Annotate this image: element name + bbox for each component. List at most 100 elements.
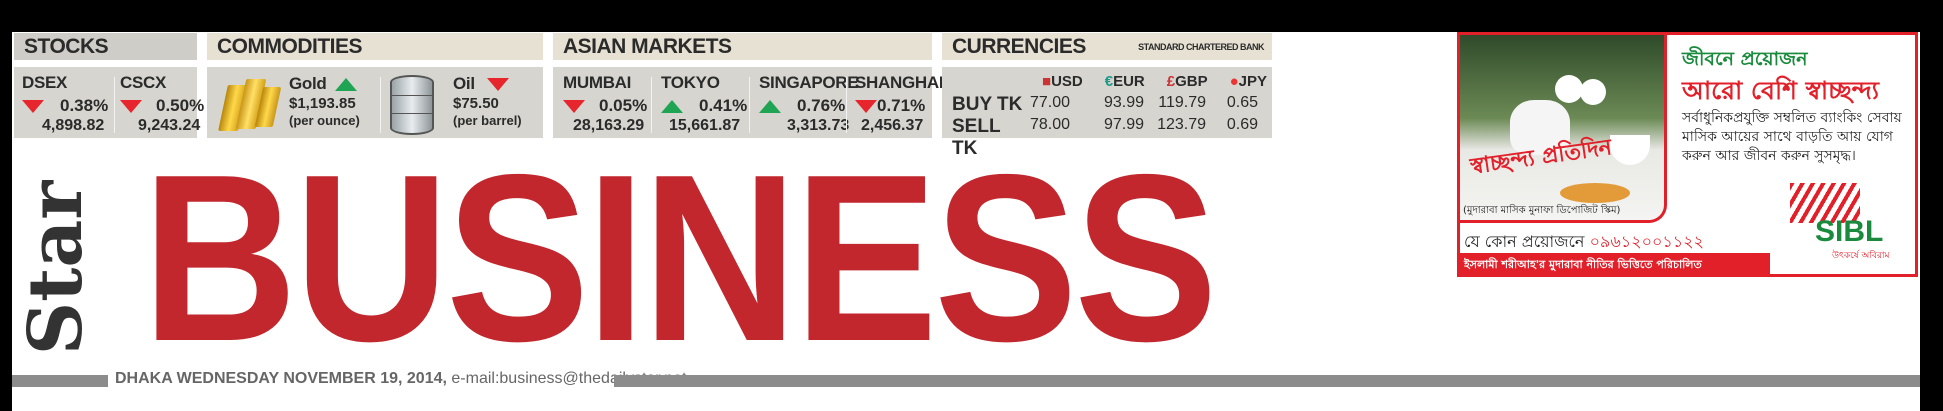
- row-label: BUY TK: [952, 94, 1023, 115]
- flower-icon: [1580, 79, 1606, 105]
- currencies-source: STANDARD CHARTERED BANK: [1138, 42, 1264, 52]
- market-value: 2,456.37: [861, 117, 924, 134]
- pastry-icon: [1560, 183, 1630, 203]
- flower-icon: [1555, 75, 1583, 103]
- currency-header-row: ■USD €EUR £GBP ●JPY: [1042, 73, 1267, 90]
- us-flag-icon: ■: [1042, 73, 1052, 90]
- stocks-title: STOCKS: [14, 33, 197, 60]
- commodity-name: Oil: [453, 74, 475, 93]
- stock-change: 0.38%: [60, 96, 109, 115]
- ad-contact: যে কোন প্রয়োজনে ০৯৬১২০০১১২২: [1464, 229, 1704, 256]
- up-arrow-icon: [334, 77, 357, 91]
- scheme-name: (মুদারাবা মাসিক মুনাফা ডিপোজিট স্কিম): [1463, 205, 1621, 216]
- currency-code: GBP: [1175, 73, 1208, 90]
- market-change: 0.41%: [699, 96, 748, 115]
- scheme-title: স্বাচ্ছন্দ্য প্রতিদিন: [1468, 135, 1614, 180]
- sibl-advertisement[interactable]: স্বাচ্ছন্দ্য প্রতিদিন (মুদারাবা মাসিক মু…: [1457, 32, 1918, 277]
- commodity-name: Gold: [289, 74, 327, 93]
- ad-body: সর্বাধুনিকপ্রযুক্তি সম্বলিত ব্যাংকিং সেব…: [1682, 109, 1902, 166]
- market-change: 0.76%: [797, 96, 846, 115]
- market-value: 3,313.73: [787, 117, 850, 134]
- gold-bars-icon: [218, 75, 282, 133]
- asian-markets-section: ASIAN MARKETS MUMBAI 0.05% 28,163.29 TOK…: [553, 33, 944, 138]
- market-change: 0.71%: [877, 96, 926, 115]
- market-name: MUMBAI: [563, 73, 632, 92]
- rate: 123.79: [1157, 116, 1206, 133]
- euro-icon: €: [1104, 73, 1114, 90]
- ad-headline-1: জীবনে প্রয়োজন: [1682, 48, 1808, 70]
- section-title: BUSINESS: [142, 126, 1218, 391]
- market-change: 0.05%: [599, 96, 648, 115]
- rate: 119.79: [1158, 94, 1206, 111]
- rate: 0.69: [1226, 116, 1258, 133]
- rate: 78.00: [1030, 116, 1071, 133]
- row-label: SELL TK: [952, 116, 1001, 159]
- asian-markets-title: ASIAN MARKETS: [553, 33, 932, 60]
- dateline: DHAKA WEDNESDAY NOVEMBER 19, 2014, e-mai…: [115, 370, 686, 388]
- rate: 0.65: [1226, 94, 1258, 111]
- commodity-price: $75.50: [453, 95, 499, 112]
- stock-change: 0.50%: [156, 96, 205, 115]
- down-arrow-icon: [855, 99, 877, 113]
- currencies-title-text: CURRENCIES: [952, 35, 1086, 58]
- down-arrow-icon: [22, 99, 44, 113]
- market-value: 28,163.29: [573, 117, 645, 134]
- rate: 77.00: [1030, 94, 1071, 111]
- japan-flag-icon: ●: [1229, 73, 1239, 90]
- market-singapore: SINGAPORE 0.76% 3,313.73: [759, 67, 859, 138]
- currency-code: EUR: [1113, 73, 1145, 90]
- ad-footer: ইসলামী শরীআহ'র মুদারাবা নীতির ভিত্তিতে প…: [1464, 258, 1702, 271]
- contact-label: যে কোন প্রয়োজনে: [1464, 232, 1585, 251]
- date-text: DHAKA WEDNESDAY NOVEMBER 19, 2014,: [115, 370, 447, 387]
- currency-row-sell: SELL TK 78.00 97.99 123.79 0.69: [952, 116, 1270, 160]
- page: STOCKS DSEX 0.38% 4,898.82 CSCX 0.50% 9,…: [12, 32, 1920, 411]
- ad-tagline: উৎকর্ষে অবিরাম: [1832, 251, 1890, 261]
- ad-footer-band: ইসলামী শরীআহ'র মুদারাবা নীতির ভিত্তিতে প…: [1460, 253, 1770, 274]
- ad-body-line: করুন আর জীবন করুন সুসমৃদ্ধ।: [1682, 148, 1856, 164]
- market-value: 15,661.87: [669, 117, 741, 134]
- commodity-oil: Oil $75.50 (per barrel): [453, 67, 539, 138]
- oil-barrel-icon: [390, 75, 434, 135]
- commodity-price: $1,193.85: [289, 95, 356, 112]
- down-arrow-icon: [486, 77, 509, 91]
- divider-right: [614, 375, 1920, 387]
- currencies-title: CURRENCIES STANDARD CHARTERED BANK: [942, 33, 1272, 60]
- sibl-logo-icon: [1790, 183, 1860, 223]
- currency-code: JPY: [1238, 73, 1267, 90]
- stock-cscx: CSCX 0.50% 9,243.24: [114, 67, 204, 138]
- star-logo-text: Star: [13, 180, 99, 355]
- up-arrow-icon: [759, 99, 781, 113]
- market-mumbai: MUMBAI 0.05% 28,163.29: [563, 67, 653, 138]
- tea-photo: স্বাচ্ছন্দ্য প্রতিদিন (মুদারাবা মাসিক মু…: [1460, 35, 1667, 223]
- commodity-gold: Gold $1,193.85 (per ounce): [289, 67, 369, 138]
- market-name: SINGAPORE: [759, 73, 859, 92]
- market-shanghai: SHANGHAI 0.71% 2,456.37: [855, 67, 944, 138]
- currency-code: USD: [1051, 73, 1083, 90]
- stock-name: DSEX: [22, 73, 68, 92]
- currencies-section: CURRENCIES STANDARD CHARTERED BANK ■USD €…: [942, 33, 1272, 159]
- commodities-title: COMMODITIES: [207, 33, 543, 60]
- stock-value: 9,243.24: [138, 117, 201, 134]
- market-name: TOKYO: [661, 73, 720, 92]
- market-name: SHANGHAI: [855, 73, 944, 92]
- sibl-logo-text: SIBL: [1815, 215, 1884, 248]
- commodities-section: COMMODITIES Gold $1,193.85 (per ounce) O…: [207, 33, 543, 138]
- currency-row-buy: BUY TK 77.00 93.99 119.79 0.65: [952, 94, 1270, 116]
- uk-flag-icon: £: [1166, 73, 1176, 90]
- market-tokyo: TOKYO 0.41% 15,661.87: [661, 67, 751, 138]
- stock-value: 4,898.82: [42, 117, 105, 134]
- ad-body-line: মাসিক আয়ের সাথে বাড়তি আয় যোগ: [1682, 129, 1893, 145]
- divider-left: [12, 375, 108, 387]
- down-arrow-icon: [120, 99, 142, 113]
- rate: 97.99: [1103, 116, 1144, 133]
- teapot-icon: [1510, 100, 1570, 155]
- star-logo: Star: [13, 150, 99, 385]
- commodity-unit: (per barrel): [453, 113, 522, 128]
- ad-headline-2: আরো বেশি স্বাচ্ছন্দ্য: [1682, 76, 1880, 105]
- stocks-section: STOCKS DSEX 0.38% 4,898.82 CSCX 0.50% 9,…: [14, 33, 204, 138]
- cup-icon: [1610, 135, 1650, 165]
- up-arrow-icon: [661, 99, 683, 113]
- stock-dsex: DSEX 0.38% 4,898.82: [22, 67, 108, 138]
- rate: 93.99: [1103, 94, 1144, 111]
- ad-phone: ০৯৬১২০০১১২২: [1589, 232, 1704, 251]
